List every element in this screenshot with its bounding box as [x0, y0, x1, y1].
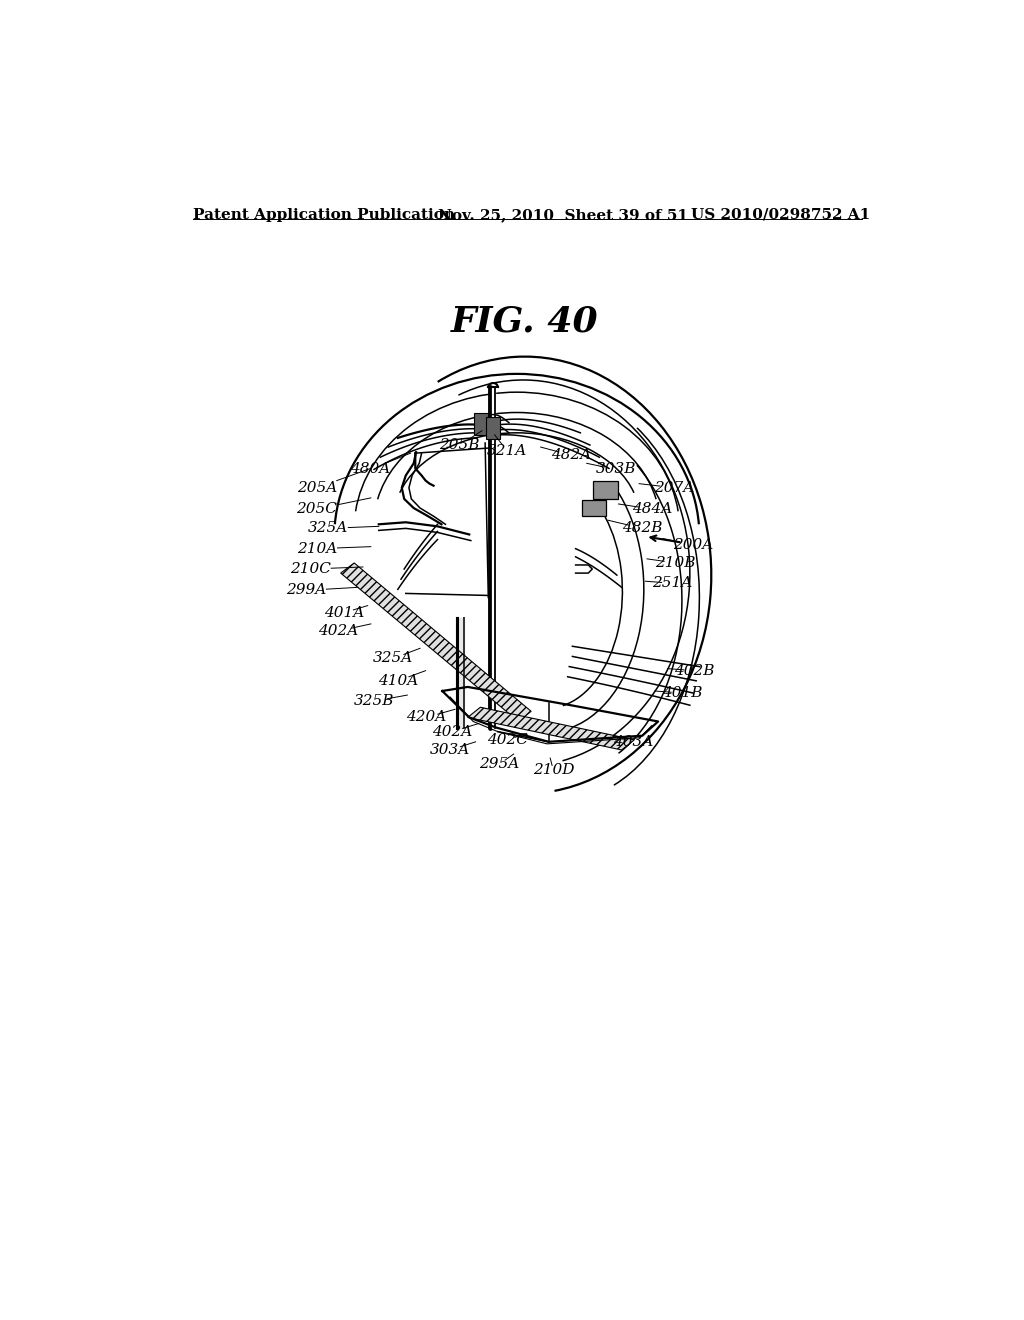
Text: 200A: 200A	[673, 537, 713, 552]
Text: 402B: 402B	[675, 664, 715, 677]
Text: 484A: 484A	[632, 502, 672, 516]
Text: 401A: 401A	[324, 606, 364, 619]
Text: 207A: 207A	[654, 480, 694, 495]
Text: 205C: 205C	[296, 502, 337, 516]
Polygon shape	[468, 708, 634, 750]
Bar	[474, 413, 488, 434]
Text: FIG. 40: FIG. 40	[451, 304, 599, 338]
Text: Nov. 25, 2010  Sheet 39 of 51: Nov. 25, 2010 Sheet 39 of 51	[437, 207, 687, 222]
Text: 403A: 403A	[612, 735, 653, 748]
Text: 480A: 480A	[350, 462, 390, 477]
Text: 210C: 210C	[290, 562, 331, 576]
Text: 482B: 482B	[622, 521, 663, 536]
Text: 210A: 210A	[297, 541, 337, 556]
Bar	[486, 417, 500, 440]
Text: 210D: 210D	[532, 763, 574, 777]
Text: 402A: 402A	[318, 624, 358, 638]
Text: 303B: 303B	[596, 462, 636, 477]
Text: 295A: 295A	[479, 758, 519, 771]
Text: 402C: 402C	[486, 733, 527, 747]
Text: 321A: 321A	[487, 444, 527, 458]
Text: 325A: 325A	[308, 521, 348, 536]
Text: 299A: 299A	[286, 583, 326, 598]
Text: 325A: 325A	[373, 652, 414, 665]
Text: 251A: 251A	[652, 577, 692, 590]
Polygon shape	[341, 562, 531, 722]
Text: 210B: 210B	[655, 556, 696, 570]
Text: US 2010/0298752 A1: US 2010/0298752 A1	[691, 207, 870, 222]
Text: 420A: 420A	[407, 710, 446, 725]
Text: 402A: 402A	[432, 725, 472, 739]
Text: 303A: 303A	[430, 743, 470, 756]
Text: 205B: 205B	[439, 438, 480, 451]
Bar	[593, 480, 618, 499]
Text: 205A: 205A	[297, 480, 337, 495]
Text: 410A: 410A	[378, 673, 418, 688]
Text: 401B: 401B	[662, 686, 702, 700]
Text: Patent Application Publication: Patent Application Publication	[194, 207, 455, 222]
Bar	[582, 500, 606, 516]
Text: 325B: 325B	[353, 694, 394, 708]
Text: 482A: 482A	[551, 449, 591, 462]
